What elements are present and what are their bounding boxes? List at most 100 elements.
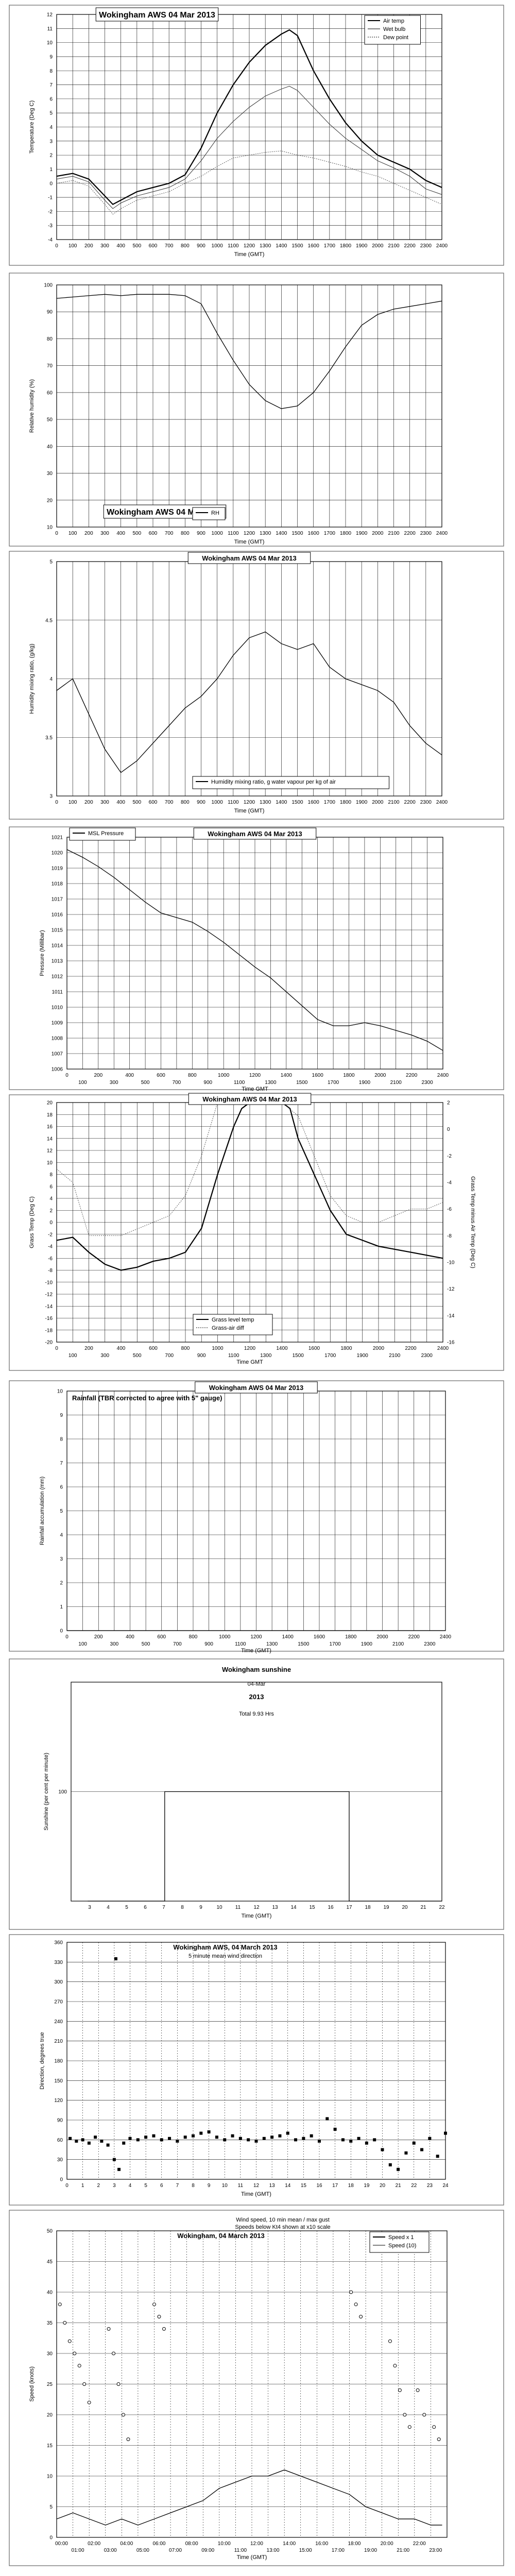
x-tick-label: 800 bbox=[181, 1346, 190, 1351]
y-tick-label: 7 bbox=[60, 1461, 63, 1466]
x-tick-label: 900 bbox=[197, 800, 205, 805]
y-tick-label: 60 bbox=[47, 390, 53, 396]
y-tick-label: 4 bbox=[49, 676, 53, 682]
x-tick-label: 21 bbox=[396, 2183, 402, 2189]
data-point bbox=[122, 2141, 126, 2145]
data-point bbox=[128, 2137, 132, 2140]
legend-entry: MSL Pressure bbox=[88, 831, 124, 837]
x-tick-label: 2000 bbox=[373, 1346, 385, 1351]
x-tick-label: 06:00 bbox=[152, 2541, 165, 2547]
x-tick-label: 1900 bbox=[357, 1353, 369, 1359]
x-tick-label: 1800 bbox=[340, 800, 352, 805]
series-line bbox=[56, 150, 442, 215]
x-tick-label: 400 bbox=[116, 243, 125, 249]
x-tick-label: 1500 bbox=[291, 243, 303, 249]
x-axis-label: Time (GMT) bbox=[234, 251, 265, 258]
data-point bbox=[354, 2302, 358, 2307]
y-tick-label: 0 bbox=[60, 1629, 63, 1634]
data-point bbox=[87, 2400, 91, 2404]
data-point bbox=[404, 2151, 408, 2155]
x-tick-label: 8 bbox=[192, 2183, 195, 2189]
x-tick-label: 18 bbox=[348, 2183, 354, 2189]
data-point bbox=[393, 2364, 397, 2368]
x-tick-label: 1300 bbox=[260, 531, 271, 536]
x-tick-label: 02:00 bbox=[88, 2541, 100, 2547]
x-tick-label: 19 bbox=[364, 2183, 370, 2189]
x-tick-label: 1500 bbox=[293, 1353, 304, 1359]
x-tick-label: 15 bbox=[301, 2183, 307, 2189]
x-tick-label: 700 bbox=[173, 1641, 182, 1647]
data-point bbox=[310, 2134, 313, 2138]
series-line bbox=[56, 86, 442, 209]
x-axis-label: Time (GMT) bbox=[241, 2191, 271, 2197]
x-tick-label: 500 bbox=[132, 243, 141, 249]
y-tick-label: 8 bbox=[49, 1172, 53, 1178]
x-tick-label: 17:00 bbox=[332, 2548, 345, 2553]
data-point bbox=[157, 2315, 161, 2319]
x-tick-label: 16:00 bbox=[315, 2541, 328, 2547]
y-tick-label: 1010 bbox=[52, 1005, 63, 1011]
x-tick-label: 2300 bbox=[421, 1080, 433, 1086]
data-point bbox=[294, 2138, 298, 2142]
y-tick-label: 1013 bbox=[52, 959, 63, 964]
x-tick-label: 2400 bbox=[437, 1073, 449, 1078]
x-tick-label: 08:00 bbox=[185, 2541, 198, 2547]
y-tick-label: 0 bbox=[49, 2535, 53, 2541]
data-point bbox=[254, 2139, 258, 2143]
x-tick-label: 1000 bbox=[219, 1634, 231, 1640]
y-tick-label: 7 bbox=[49, 82, 53, 88]
x-tick-label: 2100 bbox=[389, 1353, 401, 1359]
data-point bbox=[428, 2137, 432, 2140]
x-tick-label: 19 bbox=[383, 1905, 389, 1910]
data-point bbox=[388, 2163, 392, 2166]
x-tick-label: 1900 bbox=[361, 1641, 373, 1647]
y-tick-label: 5 bbox=[49, 2504, 53, 2510]
data-point bbox=[73, 2351, 77, 2355]
x-tick-label: 2300 bbox=[420, 243, 432, 249]
y-axis-label: Sunshine (per cent per minute) bbox=[43, 1753, 49, 1831]
x-tick-label: 1700 bbox=[324, 243, 336, 249]
x-tick-label: 200 bbox=[84, 1346, 93, 1351]
x-tick-label: 900 bbox=[203, 1080, 212, 1086]
y-tick-label: 12 bbox=[47, 1148, 53, 1154]
x-tick-label: 1200 bbox=[244, 800, 255, 805]
legend-box bbox=[192, 507, 226, 520]
y-tick-label: 8 bbox=[60, 1437, 63, 1443]
x-tick-label: 2000 bbox=[376, 1634, 388, 1640]
x-tick-label: 1600 bbox=[314, 1634, 325, 1640]
data-point bbox=[126, 2437, 130, 2442]
series-line bbox=[56, 1101, 443, 1271]
chart-title: Wokingham AWS 04 Mar 2013 bbox=[209, 1384, 304, 1392]
y2-tick-label: -16 bbox=[447, 1340, 455, 1346]
chart-frame bbox=[9, 2210, 504, 2566]
y-tick-label: -4 bbox=[48, 1244, 53, 1250]
data-point bbox=[333, 2127, 337, 2131]
x-tick-label: 2400 bbox=[440, 1634, 452, 1640]
y-tick-label: 3 bbox=[49, 139, 53, 144]
y-tick-label: 5 bbox=[60, 1509, 63, 1514]
y2-tick-label: -6 bbox=[447, 1207, 452, 1212]
x-tick-label: 21:00 bbox=[397, 2548, 409, 2553]
data-point bbox=[325, 2117, 329, 2121]
chart-frame bbox=[9, 1380, 504, 1652]
x-tick-label: 20 bbox=[380, 2183, 386, 2189]
y-tick-label: 2 bbox=[60, 1581, 63, 1586]
x-tick-label: 2400 bbox=[436, 800, 448, 805]
data-point bbox=[82, 2382, 87, 2386]
x-tick-label: 0 bbox=[65, 2183, 68, 2189]
x-tick-label: 04:00 bbox=[120, 2541, 133, 2547]
data-point bbox=[238, 2137, 242, 2140]
data-point bbox=[416, 2388, 420, 2392]
x-tick-label: 1700 bbox=[324, 1353, 336, 1359]
y-tick-label: -3 bbox=[48, 223, 53, 229]
chart-rain: 0123456789100100200300400500600700800900… bbox=[9, 1380, 504, 1654]
y-tick-label: -8 bbox=[48, 1268, 53, 1274]
x-tick-label: 1400 bbox=[276, 800, 287, 805]
x-tick-label: 2200 bbox=[405, 1346, 417, 1351]
y-tick-label: 1019 bbox=[52, 866, 63, 872]
data-point bbox=[81, 2138, 84, 2142]
x-tick-label: 300 bbox=[100, 531, 109, 536]
x-tick-label: 9 bbox=[199, 1905, 202, 1910]
x-tick-label: 200 bbox=[94, 1634, 103, 1640]
